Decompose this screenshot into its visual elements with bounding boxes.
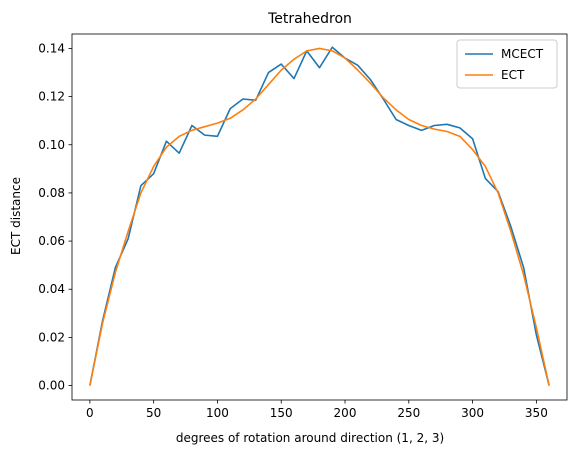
y-tick-label: 0.04 <box>38 282 65 296</box>
legend: MCECT ECT <box>456 39 558 89</box>
y-axis-label: ECT distance <box>9 177 23 255</box>
y-tick-label: 0.06 <box>38 234 65 248</box>
legend-label-ect: ECT <box>501 68 525 82</box>
series-line-ect <box>89 47 550 386</box>
x-tick-label: 250 <box>397 406 420 420</box>
x-axis-label: degrees of rotation around direction (1,… <box>176 431 444 445</box>
x-tick-label: 0 <box>86 406 94 420</box>
y-tick-label: 0.14 <box>38 41 65 55</box>
y-tick-label: 0.00 <box>38 379 65 393</box>
y-tick-label: 0.08 <box>38 186 65 200</box>
x-tick-label: 350 <box>525 406 548 420</box>
series-line-mcect <box>89 46 550 386</box>
legend-label-mcect: MCECT <box>501 47 544 61</box>
y-tick-label: 0.10 <box>38 138 65 152</box>
legend-box <box>456 39 558 89</box>
y-tick-label: 0.02 <box>38 330 65 344</box>
x-tick-label: 150 <box>270 406 293 420</box>
chart-title: Tetrahedron <box>267 11 352 27</box>
x-tick-label: 300 <box>461 406 484 420</box>
y-tick-label: 0.12 <box>38 90 65 104</box>
x-tick-label: 50 <box>146 406 161 420</box>
x-tick-label: 100 <box>206 406 229 420</box>
x-tick-label: 200 <box>334 406 357 420</box>
plot-frame <box>71 33 568 401</box>
plot-area: 0 50 100 150 200 250 300 350 0.00 0.02 0.04 0.06 0.0… <box>38 33 568 420</box>
